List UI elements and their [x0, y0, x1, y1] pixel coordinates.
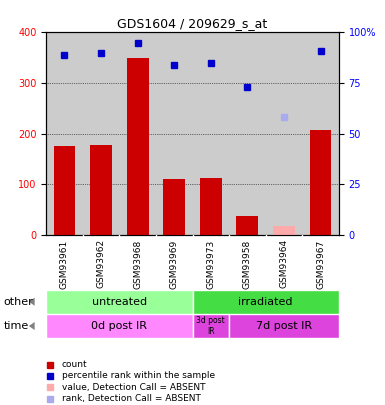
- Text: 3d post
IR: 3d post IR: [196, 316, 225, 336]
- Text: GSM93961: GSM93961: [60, 239, 69, 288]
- Text: GSM93969: GSM93969: [170, 239, 179, 288]
- Bar: [200, 178, 222, 235]
- Text: irradiated: irradiated: [238, 297, 293, 307]
- Text: value, Detection Call = ABSENT: value, Detection Call = ABSENT: [62, 383, 205, 392]
- Bar: [273, 226, 295, 235]
- Text: percentile rank within the sample: percentile rank within the sample: [62, 371, 215, 380]
- Text: 0d post IR: 0d post IR: [91, 321, 147, 331]
- FancyBboxPatch shape: [192, 290, 339, 314]
- Bar: [54, 146, 75, 235]
- Text: untreated: untreated: [92, 297, 147, 307]
- Text: GSM93964: GSM93964: [280, 239, 288, 288]
- Bar: [127, 58, 149, 235]
- Text: GSM93968: GSM93968: [133, 239, 142, 288]
- Bar: [236, 215, 258, 235]
- Title: GDS1604 / 209629_s_at: GDS1604 / 209629_s_at: [117, 17, 268, 30]
- Bar: [163, 179, 185, 235]
- Text: other: other: [4, 297, 33, 307]
- Polygon shape: [29, 298, 35, 306]
- Text: GSM93973: GSM93973: [206, 239, 215, 288]
- Polygon shape: [29, 322, 35, 330]
- Text: GSM93967: GSM93967: [316, 239, 325, 288]
- Text: rank, Detection Call = ABSENT: rank, Detection Call = ABSENT: [62, 394, 201, 403]
- Bar: [310, 130, 331, 235]
- Text: time: time: [4, 321, 29, 331]
- Bar: [90, 145, 112, 235]
- FancyBboxPatch shape: [192, 314, 229, 338]
- FancyBboxPatch shape: [46, 314, 192, 338]
- Text: GSM93962: GSM93962: [97, 239, 105, 288]
- Text: 7d post IR: 7d post IR: [256, 321, 312, 331]
- FancyBboxPatch shape: [46, 290, 192, 314]
- Text: GSM93958: GSM93958: [243, 239, 252, 288]
- FancyBboxPatch shape: [229, 314, 339, 338]
- Text: count: count: [62, 360, 87, 369]
